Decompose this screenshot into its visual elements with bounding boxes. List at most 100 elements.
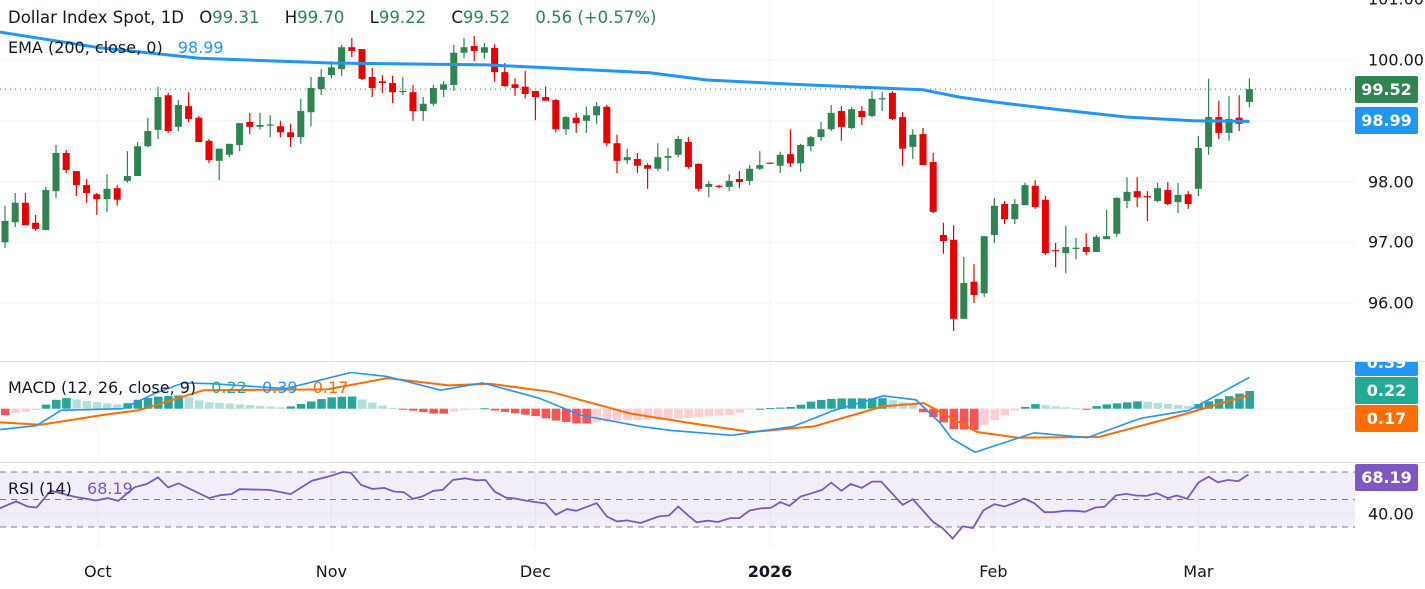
candle-body <box>460 47 468 53</box>
candle <box>236 123 244 152</box>
macd-histogram-bar <box>1051 406 1061 409</box>
macd-histogram-bar <box>205 402 214 409</box>
candle <box>511 78 519 96</box>
macd-histogram-bar <box>154 396 163 409</box>
macd-histogram-value: 0.22 <box>211 378 247 397</box>
macd-histogram-bar <box>1102 404 1112 409</box>
macd-histogram-bar <box>1143 401 1152 409</box>
candle-body <box>878 98 886 100</box>
candle <box>440 81 448 98</box>
candle <box>205 138 213 164</box>
candle-body <box>103 188 111 200</box>
macd-histogram-bar <box>684 408 693 418</box>
macd-histogram-bar <box>1082 408 1091 410</box>
macd-histogram-bar <box>643 408 653 420</box>
candle-body <box>83 185 91 194</box>
candle <box>348 38 356 57</box>
macd-histogram-bar <box>970 408 979 430</box>
macd-histogram-bar <box>449 408 459 412</box>
candle <box>21 193 29 226</box>
candle <box>746 165 754 186</box>
price-axis-label: 101.00 <box>1368 0 1424 9</box>
candle-body <box>1021 185 1029 206</box>
macd-histogram-bar <box>796 404 806 409</box>
candle-body <box>858 111 866 118</box>
candle <box>1174 182 1182 214</box>
high-label: H <box>284 8 298 27</box>
time-axis-label: Dec <box>519 562 551 581</box>
candle-body <box>256 125 264 127</box>
candle-body <box>236 123 244 146</box>
candle <box>164 92 172 133</box>
candle <box>929 152 937 214</box>
candle <box>113 185 121 206</box>
open-label: O <box>199 8 213 27</box>
macd-histogram-bar <box>562 408 571 422</box>
macd-histogram-bar <box>164 396 173 409</box>
price-pane[interactable] <box>0 30 1355 331</box>
macd-histogram-bar <box>307 401 316 409</box>
macd-histogram-bar <box>878 398 887 409</box>
candle-body <box>511 84 519 88</box>
candle <box>225 143 233 158</box>
candle <box>1133 177 1141 208</box>
macd-signal-tag: 0.17 <box>1355 405 1418 432</box>
symbol-title[interactable]: Dollar Index Spot, 1D <box>8 8 184 27</box>
macd-histogram-bar <box>21 408 30 412</box>
candle <box>1001 200 1009 225</box>
rsi-legend[interactable]: RSI (14) 68.19 <box>8 479 143 499</box>
macd-histogram-bar <box>31 408 41 410</box>
candle-body <box>1123 191 1131 201</box>
macd-histogram-bar <box>1031 404 1040 409</box>
candle-body <box>123 176 131 181</box>
candle-body <box>491 47 499 73</box>
ema-200-line <box>0 30 1250 123</box>
candle <box>980 236 988 297</box>
price-axis-label: 100.00 <box>1368 50 1424 70</box>
candle <box>368 67 376 98</box>
candle-body <box>1174 194 1182 203</box>
rsi-axis-label: 40.00 <box>1368 504 1414 524</box>
candle-body <box>593 106 601 116</box>
candle <box>582 106 590 133</box>
rsi-pane[interactable] <box>0 471 1249 540</box>
candle-body <box>93 194 101 200</box>
candle-body <box>1011 203 1019 220</box>
candle-body <box>144 131 152 147</box>
macd-histogram-bar <box>133 399 143 409</box>
candle-body <box>42 190 50 231</box>
candle-body <box>215 148 223 161</box>
macd-histogram-bar <box>52 399 61 409</box>
macd-histogram-bar <box>62 398 71 409</box>
candle-body <box>705 183 713 187</box>
time-axis-label: Mar <box>1183 562 1214 581</box>
macd-histogram-bar <box>531 408 540 417</box>
candle-body <box>134 146 142 177</box>
macd-histogram-bar <box>857 398 867 409</box>
macd-histogram-bar <box>755 408 765 410</box>
ema-legend[interactable]: EMA (200, close, 0) 98.99 <box>8 38 234 58</box>
candle <box>1225 95 1233 141</box>
macd-histogram-bar <box>735 408 744 413</box>
candle-body <box>1215 117 1223 133</box>
candle-body <box>225 143 233 155</box>
candle <box>42 186 50 231</box>
macd-histogram-bar <box>786 407 795 409</box>
candle <box>705 180 713 198</box>
candle <box>827 104 835 132</box>
macd-axis[interactable]: 0.39 0.22 0.17 <box>1355 362 1425 462</box>
rsi-tag: 68.19 <box>1355 464 1418 491</box>
macd-legend[interactable]: MACD (12, 26, close, 9) 0.22 0.39 0.17 <box>8 378 358 398</box>
price-axis-label: 97.00 <box>1368 232 1414 252</box>
macd-pane[interactable] <box>0 371 1254 454</box>
candle <box>960 256 968 319</box>
macd-histogram-bar <box>358 399 367 409</box>
macd-histogram-bar <box>674 408 683 419</box>
candle <box>644 163 652 189</box>
macd-histogram-bar <box>725 408 734 415</box>
candle-body <box>378 81 386 84</box>
candle-body <box>409 92 417 112</box>
macd-histogram-bar <box>1133 401 1142 409</box>
macd-histogram-bar <box>174 395 183 409</box>
